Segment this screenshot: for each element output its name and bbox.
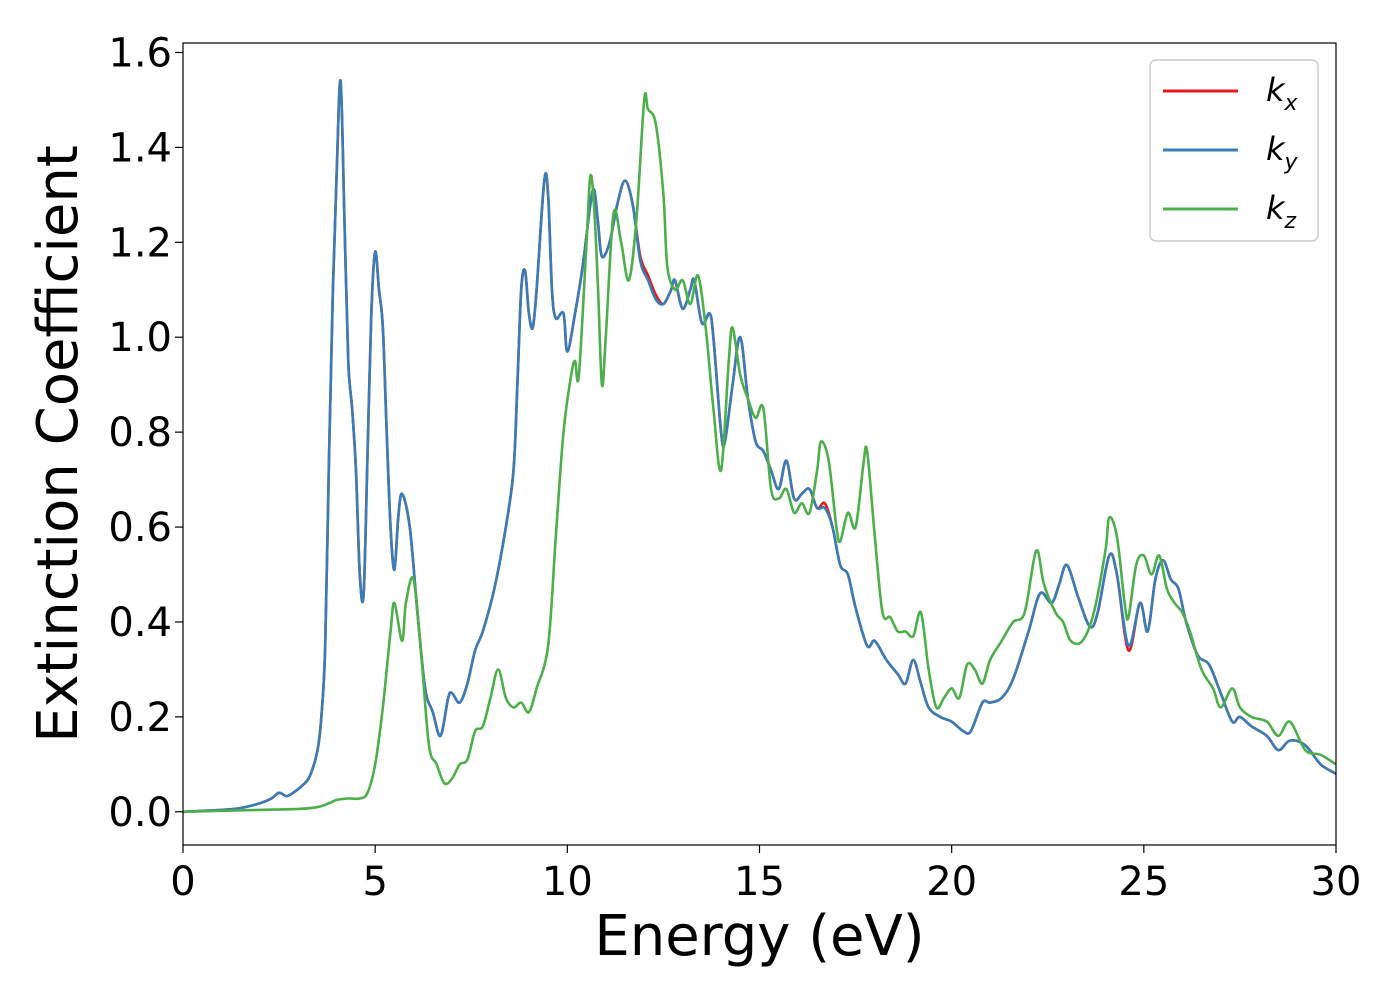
x-tick-label: 0 (170, 859, 195, 905)
series-line-k-y (183, 79, 1336, 814)
legend-label-k-x: kx (1266, 71, 1299, 116)
y-tick-label: 0.0 (108, 790, 172, 836)
y-tick-label: 1.0 (108, 315, 172, 361)
y-tick-label: 1.6 (108, 30, 172, 76)
x-axis-label: Energy (eV) (594, 904, 924, 969)
y-tick-label: 0.2 (108, 695, 172, 741)
y-axis-label: Extinction Coefficient (26, 145, 91, 743)
y-tick-label: 0.8 (108, 410, 172, 456)
x-tick-label: 5 (362, 859, 387, 905)
y-ticks: 0.0 0.2 0.4 0.6 0.8 1.0 1.2 1.4 1.6 (108, 30, 183, 836)
series-layer (183, 79, 1336, 814)
y-tick-label: 1.2 (108, 220, 172, 266)
x-tick-label: 10 (542, 859, 593, 905)
legend-label-k-z: kz (1266, 189, 1297, 234)
series-line-k-z (183, 91, 1336, 814)
y-tick-label: 1.4 (108, 125, 172, 171)
x-tick-label: 30 (1311, 859, 1362, 905)
legend-items: kx ky kz (1163, 71, 1299, 234)
x-ticks: 0 5 10 15 20 25 30 (170, 845, 1361, 905)
x-tick-label: 15 (734, 859, 785, 905)
legend-label-k-y: ky (1266, 130, 1299, 175)
y-tick-label: 0.4 (108, 600, 172, 646)
y-tick-label: 0.6 (108, 505, 172, 551)
legend: kx ky kz (1149, 59, 1319, 242)
x-tick-label: 25 (1118, 859, 1169, 905)
x-tick-label: 20 (926, 859, 977, 905)
plot-area (183, 43, 1336, 845)
